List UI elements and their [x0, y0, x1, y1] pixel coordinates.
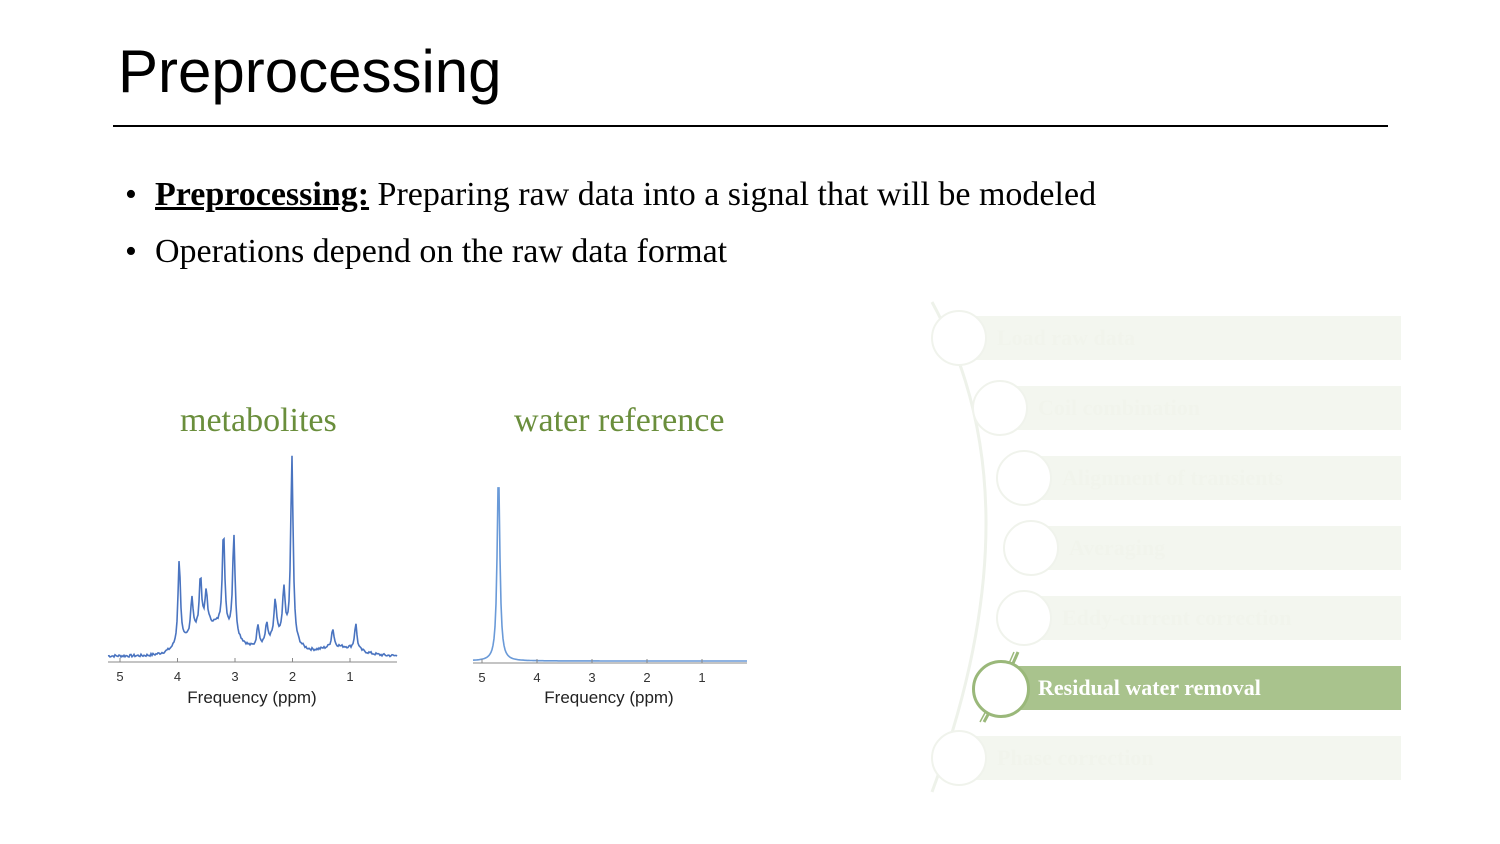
- bullet-item: • Operations depend on the raw data forma…: [125, 231, 1096, 288]
- x-tick-label: 4: [174, 669, 181, 684]
- pipeline-step-alignment-of-transients[interactable]: Alignment of transients: [1025, 456, 1401, 500]
- x-tick-label: 1: [698, 670, 705, 685]
- pipeline-step-marker: [996, 450, 1052, 506]
- pipeline-step-label: Residual water removal: [1038, 675, 1261, 700]
- bullet-glyph: •: [125, 233, 137, 270]
- pipeline-step-marker: [996, 590, 1052, 646]
- bullet-text: Operations depend on the raw data format: [155, 233, 728, 270]
- x-tick-label: 2: [289, 669, 296, 684]
- pipeline-step-phase-correction[interactable]: Phase correction: [960, 736, 1401, 780]
- pipeline-step-marker: [972, 380, 1028, 436]
- metabolites-spectrum-line: [107, 455, 398, 659]
- x-tick-label: 5: [116, 669, 123, 684]
- slide-title: Preprocessing: [118, 38, 502, 105]
- bullet-term: Preprocessing:: [155, 176, 370, 213]
- x-tick-label: 5: [478, 670, 485, 685]
- x-tick-label: 2: [643, 670, 650, 685]
- metabolites-chart-title: metabolites: [180, 402, 337, 439]
- water-spectrum-line: [472, 487, 747, 662]
- pipeline-step-marker: [1003, 520, 1059, 576]
- x-axis-label: Frequency (ppm): [187, 688, 316, 707]
- pipeline-step-averaging[interactable]: Averaging: [1032, 526, 1401, 570]
- pipeline-step-label: Averaging: [1069, 535, 1166, 560]
- pipeline-step-marker: [931, 310, 987, 366]
- bullet-list: • Preprocessing: Preparing raw data into …: [125, 174, 1096, 288]
- pipeline-step-eddy-current-correction[interactable]: Eddy-current correction: [1025, 596, 1401, 640]
- bullet-glyph: •: [125, 176, 137, 213]
- x-tick-label: 1: [346, 669, 353, 684]
- bullet-item: • Preprocessing: Preparing raw data into …: [125, 174, 1096, 231]
- water-chart-title: water reference: [514, 402, 725, 439]
- pipeline-step-label: Alignment of transients: [1062, 465, 1284, 490]
- x-tick-label: 4: [533, 670, 540, 685]
- pipeline-step-marker-active: [972, 660, 1030, 718]
- x-tick-label: 3: [231, 669, 238, 684]
- pipeline-step-coil-combination[interactable]: Coil combination: [1001, 386, 1401, 430]
- x-tick-label: 3: [588, 670, 595, 685]
- pipeline-step-label: Load raw data: [997, 325, 1136, 350]
- pipeline-step-load-raw-data[interactable]: Load raw data: [960, 316, 1401, 360]
- bullet-text: Preparing raw data into a signal that wi…: [369, 176, 1097, 213]
- x-axis-label: Frequency (ppm): [544, 688, 673, 707]
- pipeline-step-label: Eddy-current correction: [1062, 605, 1292, 630]
- pipeline-step-marker: [931, 730, 987, 786]
- title-divider: [113, 125, 1388, 127]
- pipeline-step-label: Coil combination: [1038, 395, 1200, 420]
- pipeline-step-residual-water-removal[interactable]: Residual water removal: [1001, 666, 1401, 710]
- pipeline-step-label: Phase correction: [997, 745, 1154, 770]
